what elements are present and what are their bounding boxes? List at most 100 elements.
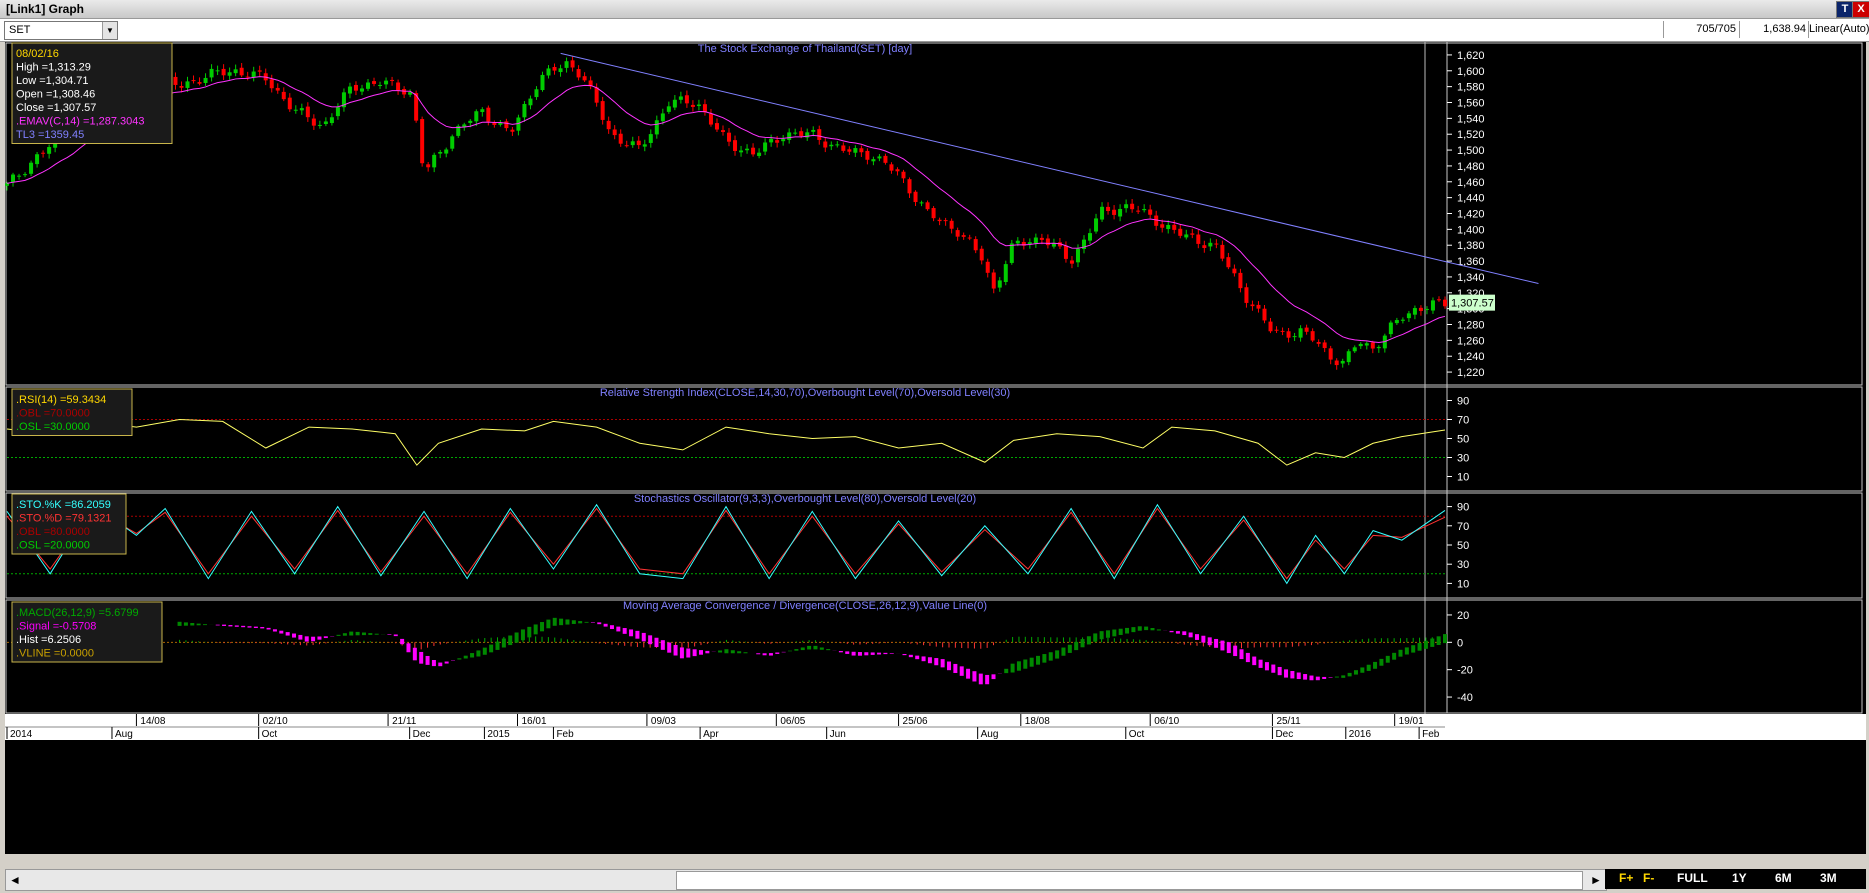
candle-body [859, 148, 864, 153]
candle-body [1310, 331, 1315, 341]
range-1y-button[interactable]: 1Y [1732, 871, 1747, 885]
candle-body [239, 67, 244, 76]
y-tick-label: 1,540 [1457, 113, 1485, 125]
candle-body [1039, 237, 1044, 240]
y-tick-label: 1,360 [1457, 256, 1485, 268]
y-tick-label: 1,460 [1457, 177, 1485, 189]
candle-body [823, 141, 828, 148]
candle-body [847, 149, 852, 152]
candle-body [1015, 240, 1020, 244]
candle-body [432, 154, 437, 168]
candle-body [1088, 233, 1093, 241]
candle-body [919, 202, 924, 204]
close-icon[interactable]: X [1852, 1, 1869, 18]
candle-body [829, 144, 834, 147]
sto-legend-line: .OSL =20.0000 [16, 540, 90, 552]
candle-body [1057, 242, 1062, 247]
range-full-button[interactable]: FULL [1677, 871, 1708, 885]
candle-body [672, 99, 677, 108]
candle-body [1136, 210, 1141, 212]
x-label-upper: 09/03 [651, 716, 676, 727]
candle-body [1154, 215, 1159, 226]
range-3m-button[interactable]: 3M [1820, 871, 1837, 885]
zoom-out-icon[interactable]: F- [1643, 871, 1655, 885]
y-tick-label: 1,500 [1457, 145, 1485, 157]
price-legend [11, 42, 173, 144]
candle-body [1316, 342, 1321, 344]
candle-body [408, 92, 413, 95]
chart-area[interactable]: The Stock Exchange of Thailand(SET) [day… [5, 42, 1866, 854]
price-legend-line: Close =1,307.57 [16, 102, 96, 114]
candle-body [630, 141, 635, 146]
y-tick-label: 90 [1457, 396, 1469, 408]
candle-body [708, 113, 713, 125]
candle-body [666, 106, 671, 112]
candle-body [1412, 308, 1417, 315]
scroll-left-arrow[interactable]: ◄ [9, 873, 21, 887]
candle-body [775, 140, 780, 143]
macd-legend-line: .MACD(26,12,9) =5.6799 [16, 607, 139, 619]
x-label-lower: Jun [830, 729, 846, 740]
candle-body [468, 120, 473, 123]
zoom-in-icon[interactable]: F+ [1619, 871, 1634, 885]
candle-body [1106, 206, 1111, 212]
candle-body [1238, 272, 1243, 289]
horizontal-scrollbar[interactable]: ◄ ► [5, 869, 1607, 891]
chart-svg[interactable]: The Stock Exchange of Thailand(SET) [day… [5, 42, 1866, 854]
symbol-value: SET [9, 24, 31, 36]
candle-body [221, 68, 226, 76]
candle-body [564, 61, 569, 68]
candle-body [678, 96, 683, 100]
candle-body [1063, 245, 1068, 259]
scale-mode[interactable]: Linear(Auto) [1808, 21, 1869, 38]
candle-body [618, 133, 623, 144]
candle-body [1069, 260, 1074, 264]
trend-line [560, 52, 1539, 284]
candle-body [1178, 228, 1183, 236]
candle-body [1112, 209, 1117, 215]
rsi-legend-line: .RSI(14) =59.3434 [16, 394, 106, 406]
candle-body [769, 138, 774, 143]
candle-body [588, 80, 593, 87]
range-6m-button[interactable]: 6M [1775, 871, 1792, 885]
price-legend-line: .EMAV(C,14) =1,287.3043 [16, 116, 145, 128]
candle-body [444, 149, 449, 154]
y-tick-label: -40 [1457, 692, 1473, 704]
scrollbar-thumb[interactable] [676, 871, 1583, 890]
candle-body [209, 68, 214, 78]
candle-body [540, 74, 545, 91]
candle-body [197, 82, 202, 84]
candle-body [1406, 313, 1411, 319]
sto-legend-line: .STO.%D =79.1321 [16, 513, 112, 525]
candle-body [293, 109, 298, 111]
y-tick-label: 1,620 [1457, 50, 1485, 62]
candle-body [185, 81, 190, 88]
candle-body [570, 60, 575, 68]
pane-border-1 [5, 386, 1863, 492]
candle-body [1051, 242, 1056, 247]
scroll-right-arrow[interactable]: ► [1590, 873, 1602, 887]
x-label-upper: 14/08 [140, 716, 165, 727]
candle-body [781, 139, 786, 142]
y-tick-label: 70 [1457, 521, 1469, 533]
chevron-down-icon[interactable]: ▼ [102, 22, 117, 39]
candle-body [817, 129, 822, 140]
pane-title-2: Stochastics Oscillator(9,3,3),Overbought… [634, 493, 976, 505]
candle-body [402, 89, 407, 95]
sto-d-line [6, 507, 1446, 580]
candle-body [474, 111, 479, 122]
symbol-select[interactable]: SET ▼ [4, 21, 118, 40]
candle-body [498, 122, 503, 125]
candle-body [979, 248, 984, 261]
y-tick-label: 90 [1457, 502, 1469, 514]
price-legend-line: TL3 =1359.45 [16, 129, 84, 141]
y-tick-label: 1,580 [1457, 82, 1485, 94]
candle-body [835, 144, 840, 146]
x-label-upper: 25/11 [1276, 716, 1301, 727]
candle-body [733, 140, 738, 151]
candle-body [973, 239, 978, 251]
candle-body [1436, 299, 1441, 301]
candle-body [1328, 348, 1333, 360]
candle-body [191, 80, 196, 82]
